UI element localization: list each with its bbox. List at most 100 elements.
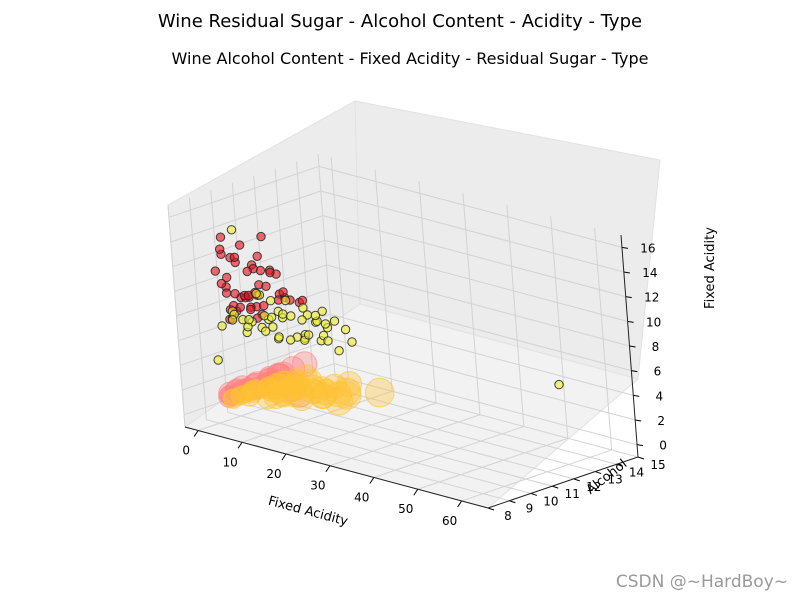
x-gridline-floor	[461, 449, 612, 502]
y-tick-mark	[487, 507, 495, 511]
data-point	[246, 304, 256, 315]
data-point	[227, 315, 238, 325]
y-gridline-floor	[206, 419, 510, 502]
z-tick-label: 2	[657, 414, 665, 428]
z-gridline-back	[320, 190, 624, 273]
y-tick-mark	[509, 500, 516, 504]
data-point	[274, 332, 284, 342]
x-tick-mark	[457, 500, 463, 508]
x-tick-label: 20	[266, 467, 281, 481]
y-tick-label: 10	[543, 494, 558, 508]
data-point	[261, 326, 271, 336]
z-gridline-left	[170, 190, 321, 243]
z-gridline-back	[322, 215, 626, 298]
y-gridline-floor	[334, 375, 639, 458]
z-axis-line	[620, 234, 639, 458]
x-gridline-floor	[417, 437, 568, 490]
z-gridline-back	[332, 338, 636, 421]
z-tick-label: 12	[644, 291, 659, 305]
data-point	[278, 287, 288, 297]
data-point	[317, 306, 327, 316]
data-point	[216, 278, 227, 289]
y-tick-label: 9	[526, 502, 534, 516]
y-gridline-floor	[227, 411, 531, 494]
data-point	[298, 303, 308, 313]
data-point	[215, 244, 225, 254]
z-tick-mark	[627, 320, 634, 323]
z-tick-label: 6	[654, 365, 662, 379]
chart-title: Wine Alcohol Content - Fixed Acidity - R…	[172, 49, 649, 68]
y-tick-label: 14	[629, 465, 644, 479]
data-point	[235, 302, 246, 312]
data-point	[213, 355, 223, 365]
x-tick-label: 30	[310, 479, 325, 493]
gridlines	[167, 153, 639, 509]
z-tick-label: 0	[659, 439, 667, 453]
z-gridline-back	[328, 289, 632, 372]
z-tick-mark	[633, 394, 640, 397]
data-point	[244, 315, 254, 325]
data-point	[234, 240, 245, 250]
data-point	[221, 288, 232, 298]
y-tick-label: 12	[586, 480, 601, 494]
data-point	[554, 379, 564, 390]
z-axis-label: Fixed Acidity	[703, 227, 718, 309]
z-gridline-left	[172, 215, 323, 268]
y-tick-mark	[594, 471, 602, 475]
data-point	[310, 310, 321, 321]
x-gridline-floor	[329, 414, 481, 467]
axes	[184, 234, 645, 511]
y-tick-mark	[530, 492, 538, 496]
z-tick-label: 10	[646, 315, 661, 329]
data-point	[256, 378, 278, 399]
data-point	[323, 336, 333, 346]
data-point	[268, 322, 278, 332]
z-tick-mark	[629, 345, 636, 348]
y-axis-line	[487, 456, 639, 509]
y-gridline-floor	[270, 397, 574, 480]
data-point	[297, 364, 318, 385]
x-gridline-floor	[373, 426, 524, 478]
z-tick-label: 4	[655, 389, 663, 403]
data-point	[265, 267, 275, 278]
data-point	[278, 309, 288, 319]
x-tick-label: 40	[354, 490, 369, 504]
z-tick-mark	[625, 296, 632, 299]
x-tick-mark	[413, 488, 419, 496]
data-point	[320, 319, 331, 329]
data-point	[251, 288, 261, 299]
data-point	[336, 371, 363, 397]
x-tick-mark	[281, 453, 287, 461]
watermark: CSDN @~HardBoy~	[615, 572, 788, 592]
data-point	[243, 290, 254, 301]
data-point	[258, 376, 279, 397]
data-point	[347, 337, 357, 347]
chart-suptitle: Wine Residual Sugar - Alcohol Content - …	[158, 11, 642, 32]
z-gridline-left	[182, 338, 333, 391]
y-tick-mark	[616, 463, 623, 467]
data-point	[230, 289, 240, 299]
x-tick-label: 10	[222, 455, 237, 469]
z-gridline-back	[324, 239, 628, 322]
y-gridline-floor	[249, 404, 553, 487]
data-point	[279, 374, 301, 397]
x-tick-label: 0	[182, 444, 190, 458]
z-gridline-back	[318, 165, 623, 248]
z-tick-mark	[631, 370, 638, 373]
z-gridline-back	[330, 313, 634, 396]
data-points	[210, 225, 564, 416]
data-point	[340, 324, 351, 335]
data-point	[266, 312, 277, 322]
data-point	[222, 272, 232, 283]
data-point	[261, 281, 271, 291]
x-axis-line	[184, 426, 489, 509]
y-tick-label: 8	[504, 509, 512, 523]
data-point	[334, 346, 344, 356]
data-point	[229, 252, 240, 262]
x-tick-mark	[325, 465, 331, 473]
data-point	[217, 321, 227, 331]
z-gridline-left	[168, 165, 320, 218]
z-tick-label: 8	[652, 340, 660, 354]
